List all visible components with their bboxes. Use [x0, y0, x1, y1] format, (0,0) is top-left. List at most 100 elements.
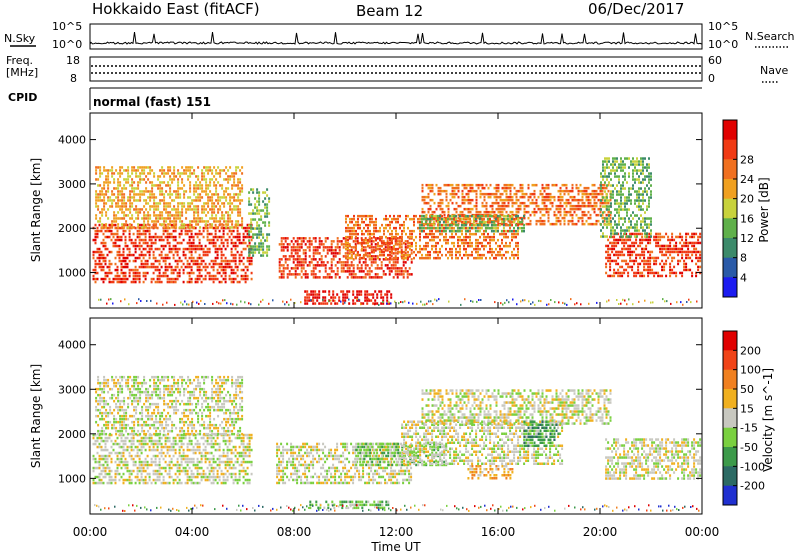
echo-region-7 [418, 214, 525, 233]
colorbar-swatch [723, 485, 737, 506]
x-tick-label: 00:00 [73, 525, 108, 539]
x-tick-label: 04:00 [175, 525, 210, 539]
freq-label: Freq. [6, 54, 33, 67]
power-heatmap [92, 157, 702, 306]
echo-region-2 [276, 442, 413, 485]
nsky-trace [89, 32, 702, 45]
x-axis-ticks: 00:00 04:00 08:00 12:00 16:00 20:00 00:00 [73, 113, 720, 539]
nsky-right-tick-top: 10^5 [708, 20, 738, 33]
y-tick-label: 4000 [58, 134, 86, 147]
colorbar-swatch [723, 350, 737, 371]
echo-region-1 [95, 166, 244, 229]
echo-region-2 [248, 188, 271, 257]
colorbar-swatch [723, 369, 737, 390]
colorbar-swatch [723, 389, 737, 409]
colorbar-tick-label: 16 [740, 212, 754, 225]
y-tick-label: 1000 [58, 267, 86, 280]
nave-label: Nave [760, 64, 788, 77]
colorbar-swatch [723, 179, 737, 200]
echo-region-6 [467, 465, 514, 480]
colorbar-swatch [723, 331, 737, 351]
colorbar-swatch [723, 447, 737, 467]
colorbar-tick-label: 24 [740, 173, 754, 186]
echo-region-1 [95, 375, 244, 436]
colorbar-tick-label: 12 [740, 232, 754, 245]
x-tick-label: 12:00 [379, 525, 414, 539]
date-label: 06/Dec/2017 [588, 0, 684, 18]
colorbar-tick-label: 4 [740, 271, 747, 284]
colorbar-frame [722, 330, 738, 506]
y-tick-label: 3000 [58, 178, 86, 191]
freq-right-tick-top: 60 [708, 54, 722, 67]
colorbar-tick-label: 20 [740, 193, 754, 206]
beam-label: Beam 12 [356, 2, 423, 20]
colorbar-swatch [723, 277, 737, 298]
echo-region-0 [92, 223, 253, 284]
echo-region-9 [605, 438, 702, 480]
colorbar-frame [722, 119, 738, 298]
echo-region-0 [92, 433, 253, 485]
velocity-panel-frame [89, 317, 703, 515]
freq-left-tick-bottom: 8 [70, 72, 77, 85]
colorbar-swatch [723, 139, 737, 160]
power-colorbar-label: Power [dB] [757, 177, 771, 242]
y-tick-label: 3000 [58, 383, 86, 396]
echo-region-9 [600, 157, 652, 238]
x-tick-label: 20:00 [583, 525, 618, 539]
colorbar-tick-label: 8 [740, 252, 747, 265]
power-colorbar: 4 8 12 16 20 24 28 [722, 119, 754, 298]
nsky-left-tick-bottom: 10^0 [52, 38, 82, 51]
x-tick-label: 08:00 [277, 525, 312, 539]
echo-region-4 [304, 290, 393, 305]
freq-left-tick-top: 18 [66, 54, 80, 67]
nsky-label: N.Sky [4, 32, 36, 45]
freq-panel-frame [89, 56, 703, 82]
colorbar-tick-label: 15 [740, 402, 754, 415]
velocity-y-ticks: 1000 2000 3000 4000 [58, 339, 702, 485]
echo-region-7 [421, 389, 612, 425]
power-y-axis-label: Slant Range [km] [29, 158, 43, 262]
y-tick-label: 2000 [58, 428, 86, 441]
echo-region-8 [605, 232, 702, 278]
colorbar-tick-label: -100 [740, 460, 765, 473]
power-y-ticks: 1000 2000 3000 4000 [58, 134, 702, 280]
x-tick-label: 16:00 [481, 525, 516, 539]
plot-title: Hokkaido East (fitACF) [92, 0, 260, 18]
colorbar-swatch [723, 257, 737, 278]
colorbar-tick-label: 100 [740, 364, 761, 377]
velocity-y-axis-label: Slant Range [km] [29, 364, 43, 468]
echo-region-8 [523, 420, 560, 447]
colorbar-swatch [723, 159, 737, 180]
colorbar-tick-label: 200 [740, 344, 761, 357]
y-tick-label: 1000 [58, 472, 86, 485]
velocity-colorbar-label: Velocity [m s^-1] [761, 368, 775, 472]
velocity-heatmap [92, 375, 702, 512]
colorbar-swatch [723, 218, 737, 239]
freq-unit-label: [MHz] [6, 66, 38, 79]
nsky-right-tick-bottom: 10^0 [708, 38, 738, 51]
colorbar-tick-label: 50 [740, 383, 754, 396]
cpid-label: CPID [8, 91, 37, 104]
colorbar-tick-label: -15 [740, 422, 758, 435]
nsky-left-tick-top: 10^5 [52, 20, 82, 33]
x-tick-label: 00:00 [685, 525, 720, 539]
x-axis-label: Time UT [370, 540, 421, 554]
velocity-colorbar: 200 100 50 15 -15 -50 -100 -200 [722, 330, 765, 506]
freq-right-tick-bottom: 0 [708, 72, 715, 85]
colorbar-swatch [723, 120, 737, 141]
near-range-speckle [98, 298, 698, 306]
near-range-speckle [94, 504, 700, 512]
colorbar-tick-label: -200 [740, 480, 765, 493]
y-tick-label: 2000 [58, 222, 86, 235]
nsearch-label: N.Search [745, 30, 795, 43]
nsky-line [89, 32, 702, 45]
colorbar-swatch [723, 466, 737, 487]
colorbar-tick-label: -50 [740, 441, 758, 454]
colorbar-swatch [723, 427, 737, 448]
cpid-text: normal (fast) 151 [93, 95, 211, 109]
y-tick-label: 4000 [58, 339, 86, 352]
colorbar-tick-label: 28 [740, 153, 754, 166]
colorbar-swatch [723, 238, 737, 259]
